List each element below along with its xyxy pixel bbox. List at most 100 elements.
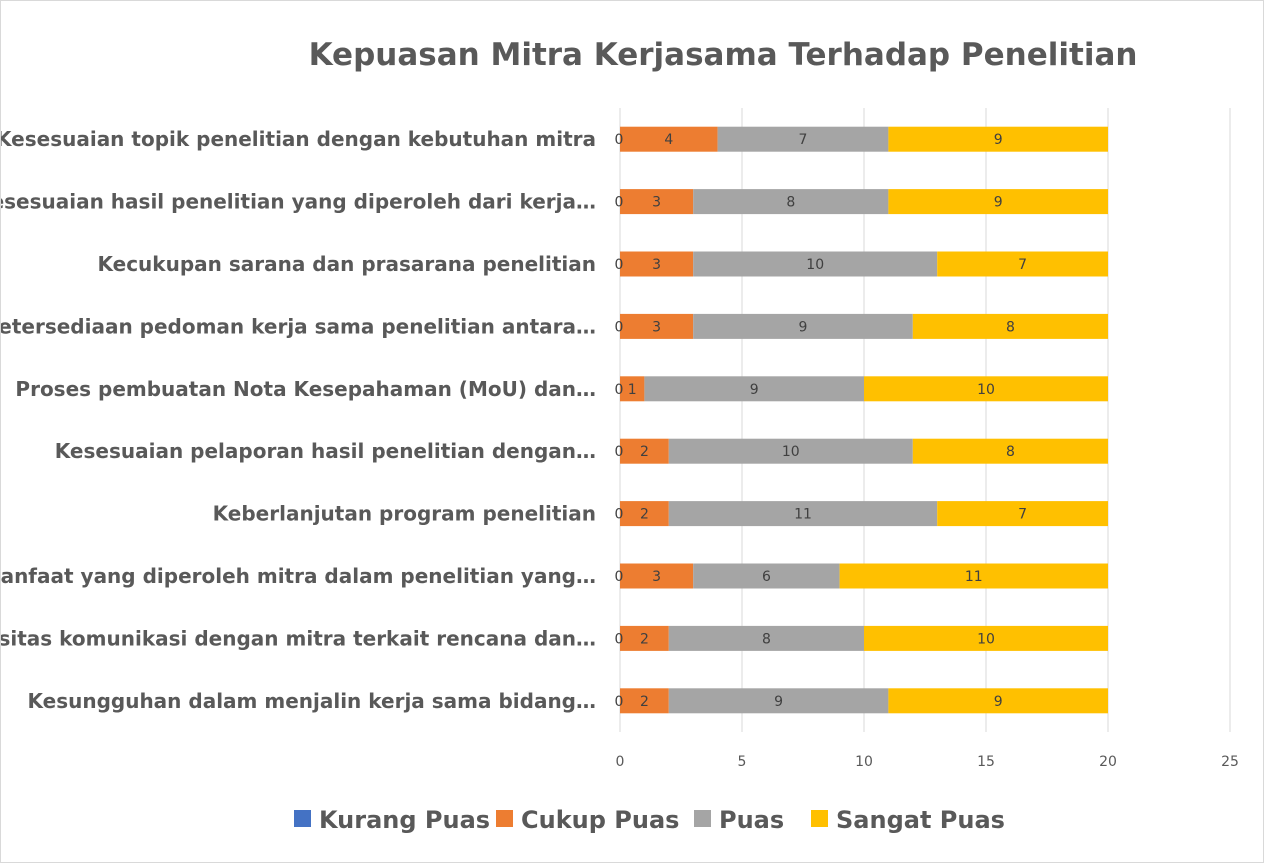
data-label: 11 xyxy=(794,507,812,523)
bar-segment xyxy=(717,126,889,152)
bar-segment xyxy=(888,688,1108,714)
bar-segment xyxy=(620,376,645,402)
data-label: 11 xyxy=(965,569,983,585)
data-label: 4 xyxy=(664,132,673,148)
data-label: 0 xyxy=(615,319,624,335)
bar-segment xyxy=(668,688,889,714)
data-label: 10 xyxy=(977,382,995,398)
data-label: 6 xyxy=(762,569,771,585)
category-label: Keberlanjutan program penelitian xyxy=(213,502,596,526)
bar-segment xyxy=(620,625,669,651)
category-label: Intensitas komunikasi dengan mitra terka… xyxy=(1,626,596,650)
bars xyxy=(620,126,1108,714)
x-tick-label: 0 xyxy=(616,754,625,770)
bar-segment xyxy=(864,376,1108,402)
data-label: 0 xyxy=(615,132,624,148)
data-label: 8 xyxy=(786,195,795,211)
data-label: 8 xyxy=(1006,319,1015,335)
bar-segment xyxy=(620,313,694,339)
bar-segment xyxy=(937,501,1108,527)
bar-segment xyxy=(668,438,913,464)
data-label: 7 xyxy=(1018,507,1027,523)
x-tick-label: 25 xyxy=(1221,754,1239,770)
data-label: 9 xyxy=(994,132,1003,148)
data-label: 0 xyxy=(615,569,624,585)
data-label: 3 xyxy=(652,319,661,335)
data-label: 1 xyxy=(628,382,637,398)
data-label: 8 xyxy=(762,631,771,647)
bar-segment xyxy=(839,563,1108,589)
bar-segment xyxy=(620,189,694,215)
x-tick-label: 10 xyxy=(855,754,873,770)
category-label: Kecukupan sarana dan prasarana penelitia… xyxy=(97,252,596,276)
x-tick-label: 20 xyxy=(1099,754,1117,770)
x-axis-ticks: 0 5 10 15 20 25 xyxy=(616,754,1239,770)
data-label: 3 xyxy=(652,195,661,211)
data-label: 10 xyxy=(782,444,800,460)
bar-segment xyxy=(693,563,840,589)
bar-segment xyxy=(912,313,1108,339)
data-label: 0 xyxy=(615,694,624,710)
category-label: Kesungguhan dalam menjalin kerja sama bi… xyxy=(27,689,596,713)
bar-segment xyxy=(620,688,669,714)
legend-label: Kurang Puas xyxy=(319,806,490,834)
data-label: 2 xyxy=(640,694,649,710)
data-label: 0 xyxy=(615,257,624,273)
bar-segment xyxy=(668,501,938,527)
legend-label: Cukup Puas xyxy=(521,806,679,834)
bar-segment xyxy=(937,251,1108,277)
data-label: 9 xyxy=(774,694,783,710)
category-label: Manfaat yang diperoleh mitra dalam penel… xyxy=(1,564,596,588)
data-label: 7 xyxy=(1018,257,1027,273)
category-label: Kesesuaian hasil penelitian yang diperol… xyxy=(1,190,596,214)
data-label: 0 xyxy=(615,195,624,211)
data-label: 10 xyxy=(977,631,995,647)
x-tick-label: 15 xyxy=(977,754,995,770)
bar-segment xyxy=(693,313,913,339)
data-label: 0 xyxy=(615,507,624,523)
legend-swatch xyxy=(496,810,513,827)
data-label: 2 xyxy=(640,631,649,647)
category-label: Ketersediaan pedoman kerja sama peneliti… xyxy=(1,314,596,338)
data-label: 9 xyxy=(994,694,1003,710)
x-tick-label: 5 xyxy=(738,754,747,770)
data-label: 9 xyxy=(750,382,759,398)
data-label: 3 xyxy=(652,257,661,273)
legend-swatch xyxy=(294,810,311,827)
data-label: 9 xyxy=(994,195,1003,211)
legend-swatch xyxy=(811,810,828,827)
bar-segment xyxy=(912,438,1108,464)
bar-segment xyxy=(620,126,718,152)
data-labels: 0 4 7 90 3 8 90 3 10 70 3 9 80 1 9 100 2 10 80 2 11 70 3 6 110 2 8… xyxy=(615,132,1028,710)
data-label: 0 xyxy=(615,444,624,460)
legend-swatch xyxy=(694,810,711,827)
bar-segment xyxy=(668,625,864,651)
data-label: 3 xyxy=(652,569,661,585)
bar-segment xyxy=(620,438,669,464)
category-label: Kesesuaian pelaporan hasil penelitian de… xyxy=(55,439,596,463)
category-label: Proses pembuatan Nota Kesepahaman (MoU) … xyxy=(15,377,596,401)
data-label: 0 xyxy=(615,382,624,398)
legend-label: Puas xyxy=(719,806,784,834)
bar-segment xyxy=(620,251,694,277)
bar-segment xyxy=(620,501,669,527)
legend-label: Sangat Puas xyxy=(836,806,1005,834)
chart-title: Kepuasan Mitra Kerjasama Terhadap Peneli… xyxy=(309,37,1138,73)
data-label: 7 xyxy=(799,132,808,148)
legend: Kurang Puas Cukup Puas Puas Sangat Puas xyxy=(294,806,1005,834)
bar-segment xyxy=(620,563,694,589)
data-label: 9 xyxy=(799,319,808,335)
bar-segment xyxy=(864,625,1108,651)
bar-segment xyxy=(693,251,938,277)
bar-segment xyxy=(644,376,864,402)
bar-segment xyxy=(888,189,1108,215)
bar-segment xyxy=(888,126,1108,152)
data-label: 2 xyxy=(640,507,649,523)
data-label: 8 xyxy=(1006,444,1015,460)
bar-segment xyxy=(693,189,889,215)
category-labels: Kesesuaian topik penelitian dengan kebut… xyxy=(1,127,596,713)
data-label: 10 xyxy=(806,257,824,273)
category-label: Kesesuaian topik penelitian dengan kebut… xyxy=(1,127,596,151)
